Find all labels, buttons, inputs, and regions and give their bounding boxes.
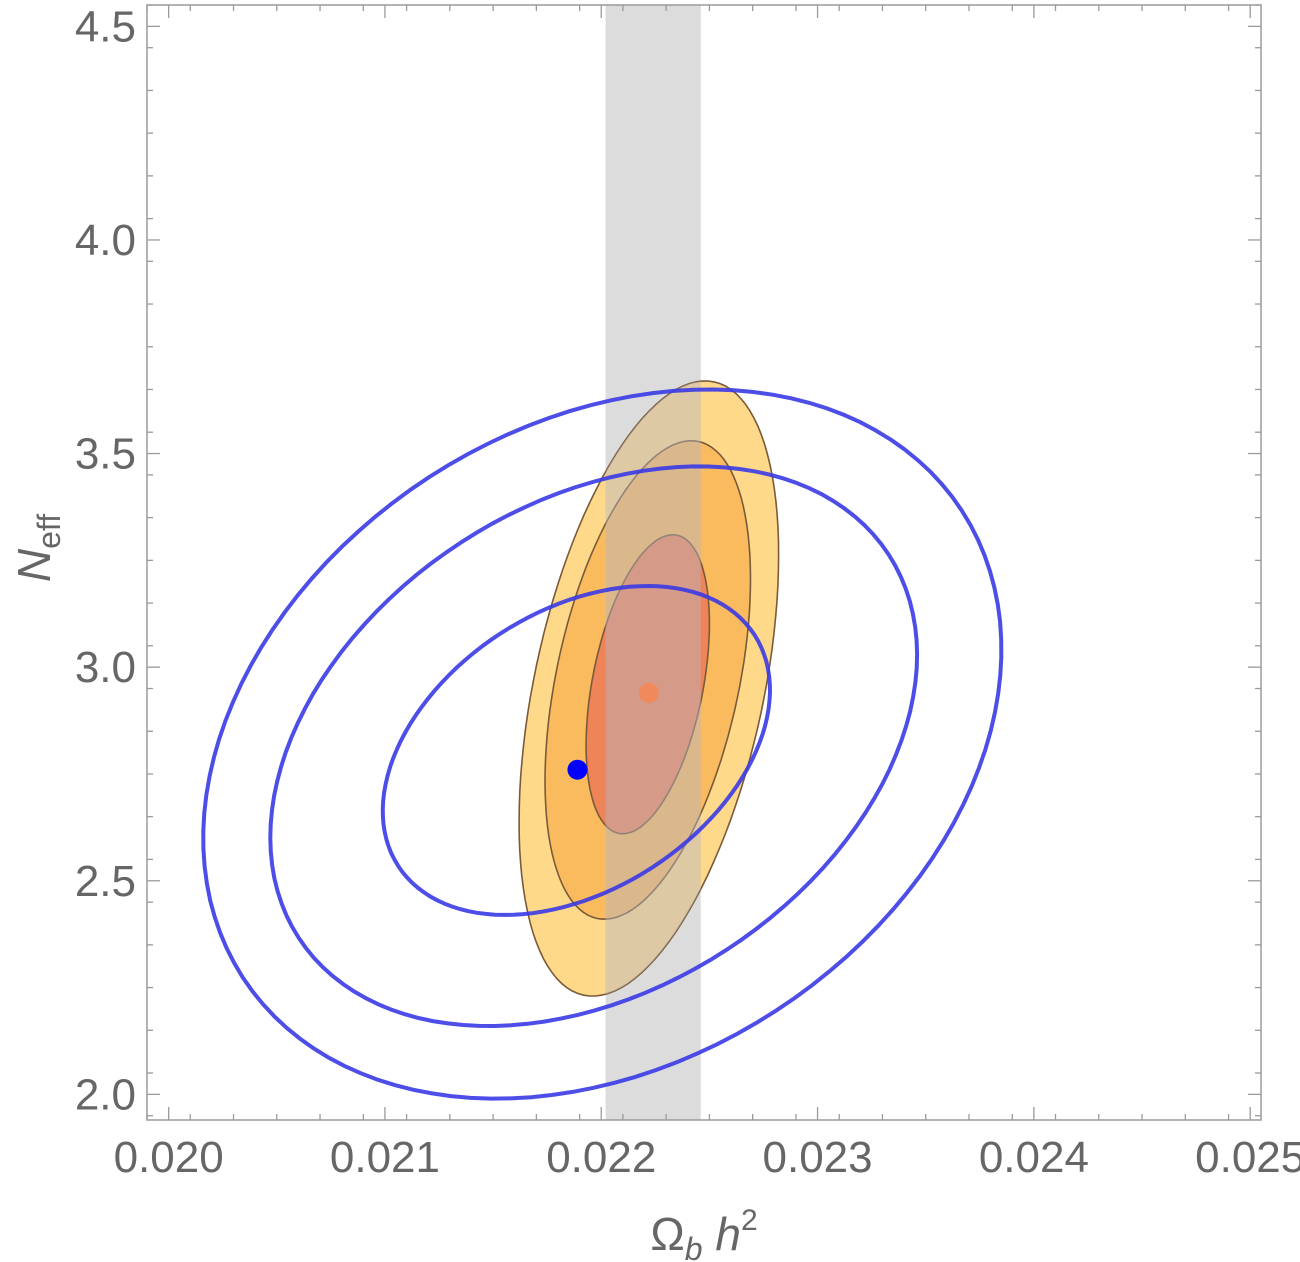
y-tick-label: 3.5 [75, 430, 136, 479]
y-axis-label: Neff [8, 514, 67, 582]
line-contour-2sigma [268, 464, 920, 1029]
y-tick-label: 4.0 [75, 216, 136, 265]
x-tick-label: 0.021 [330, 1133, 440, 1182]
line-contour-3sigma [380, 583, 773, 917]
x-axis-label: Ωb h2 [650, 1204, 757, 1262]
x-tick-label: 0.023 [763, 1133, 873, 1182]
y-tick-label: 2.0 [75, 1070, 136, 1119]
x-tick-label: 0.025 [1195, 1133, 1300, 1182]
best-fit-point-blue [567, 759, 588, 780]
y-tick-label: 4.5 [75, 2, 136, 51]
line-contour-1sigma [201, 387, 1004, 1101]
y-tick-label: 3.0 [75, 643, 136, 692]
x-tick-label: 0.022 [546, 1133, 656, 1182]
y-tick-label: 2.5 [75, 857, 136, 906]
best-fit-point-orange [638, 682, 659, 703]
x-tick-label: 0.024 [979, 1133, 1089, 1182]
plot-frame [146, 4, 1262, 1121]
x-tick-label: 0.020 [114, 1133, 224, 1182]
